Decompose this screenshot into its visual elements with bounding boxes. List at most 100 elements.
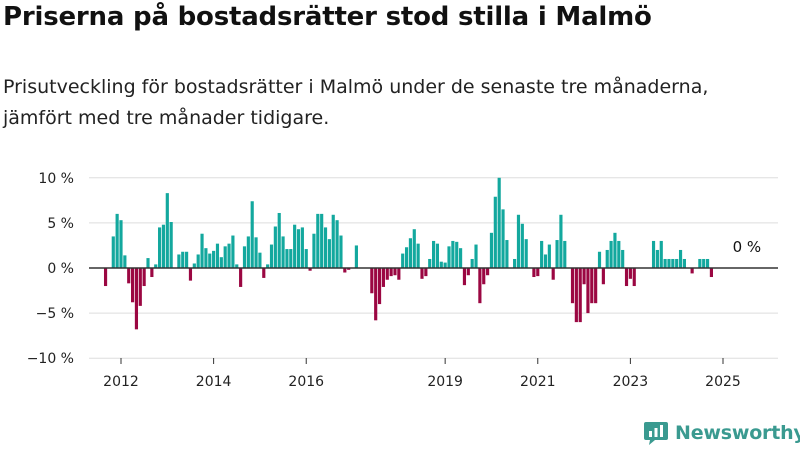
bar bbox=[702, 258, 706, 268]
bar bbox=[501, 209, 505, 268]
newsworthy-logo-icon bbox=[644, 422, 668, 445]
bar bbox=[385, 268, 389, 280]
bar bbox=[663, 258, 667, 268]
bar bbox=[617, 240, 621, 268]
bar bbox=[439, 261, 443, 268]
bar bbox=[181, 251, 185, 268]
bar bbox=[632, 268, 636, 287]
bar bbox=[227, 243, 231, 268]
bar bbox=[316, 213, 320, 268]
y-tick-label: 5 % bbox=[47, 216, 74, 232]
bar bbox=[161, 224, 166, 268]
bar bbox=[123, 255, 127, 268]
bar bbox=[667, 258, 671, 268]
bar bbox=[497, 177, 501, 268]
bar bbox=[705, 258, 710, 268]
bar bbox=[493, 196, 497, 268]
bar bbox=[432, 240, 436, 268]
bar bbox=[624, 268, 629, 287]
bar bbox=[327, 239, 331, 268]
bar bbox=[470, 258, 474, 268]
bar bbox=[142, 268, 146, 287]
bar bbox=[119, 220, 123, 268]
y-tick-label: 0 % bbox=[47, 261, 74, 277]
x-tick-label: 2021 bbox=[520, 374, 556, 390]
bar bbox=[374, 268, 378, 321]
bar bbox=[698, 258, 702, 268]
bar bbox=[474, 244, 478, 268]
bar bbox=[420, 268, 424, 279]
bar bbox=[516, 214, 521, 268]
bar bbox=[281, 236, 285, 268]
bar bbox=[597, 251, 602, 268]
bar bbox=[134, 268, 139, 330]
bar bbox=[443, 262, 447, 268]
bar bbox=[404, 247, 409, 268]
bar bbox=[185, 251, 189, 268]
bar bbox=[127, 268, 131, 284]
bar bbox=[300, 227, 304, 268]
bar bbox=[393, 268, 397, 276]
bar bbox=[478, 268, 482, 304]
y-tick-label: −10 % bbox=[27, 351, 74, 367]
bar bbox=[578, 268, 582, 323]
bar bbox=[169, 222, 173, 268]
page-title: Priserna på bostadsrätter stod stilla i … bbox=[3, 2, 652, 32]
bar bbox=[605, 249, 609, 268]
bar bbox=[115, 213, 119, 268]
bar bbox=[505, 240, 509, 268]
bar bbox=[335, 220, 339, 268]
bar bbox=[532, 268, 536, 278]
bar bbox=[682, 258, 686, 268]
bar bbox=[381, 268, 385, 287]
bar bbox=[246, 236, 250, 268]
bar bbox=[296, 229, 301, 268]
bar bbox=[231, 235, 235, 268]
bar bbox=[304, 249, 308, 268]
bar bbox=[397, 268, 401, 280]
bar bbox=[489, 232, 494, 268]
bar bbox=[235, 264, 239, 268]
bar bbox=[543, 254, 548, 268]
bar bbox=[200, 233, 204, 268]
bar bbox=[408, 238, 412, 268]
bar bbox=[570, 268, 575, 304]
bar bbox=[320, 213, 324, 268]
y-tick-label: 10 % bbox=[38, 171, 74, 187]
bar bbox=[412, 229, 416, 268]
latest-value-annotation: 0 % bbox=[733, 238, 762, 256]
x-tick-label: 2016 bbox=[288, 374, 324, 390]
bar bbox=[486, 268, 490, 276]
bar bbox=[196, 254, 200, 268]
bar bbox=[435, 243, 440, 268]
bar bbox=[188, 268, 193, 281]
bar bbox=[347, 268, 351, 270]
bar bbox=[659, 240, 663, 268]
bar bbox=[212, 250, 216, 268]
brand-name: Newsworthy bbox=[675, 422, 800, 444]
bar bbox=[675, 258, 679, 268]
bar bbox=[590, 268, 594, 304]
bar bbox=[424, 268, 428, 277]
bar bbox=[289, 249, 293, 268]
bar bbox=[223, 246, 227, 268]
bar bbox=[154, 264, 158, 268]
bar bbox=[343, 268, 347, 273]
bar bbox=[709, 268, 713, 278]
bar bbox=[158, 227, 162, 268]
bar bbox=[601, 268, 605, 285]
annotation-layer: 2012 2014 2016 2019 2021 2023 2025 0 % bbox=[89, 238, 778, 390]
bar bbox=[582, 268, 586, 285]
bar-layer bbox=[103, 177, 713, 330]
bar bbox=[482, 268, 486, 285]
bar bbox=[455, 241, 459, 268]
bar bbox=[671, 258, 675, 268]
bar bbox=[628, 268, 632, 279]
bar bbox=[540, 240, 544, 268]
bar bbox=[524, 239, 528, 268]
bar bbox=[208, 253, 212, 268]
bar bbox=[204, 248, 208, 268]
bar bbox=[447, 246, 451, 268]
bar bbox=[331, 214, 335, 268]
bar bbox=[103, 268, 108, 287]
